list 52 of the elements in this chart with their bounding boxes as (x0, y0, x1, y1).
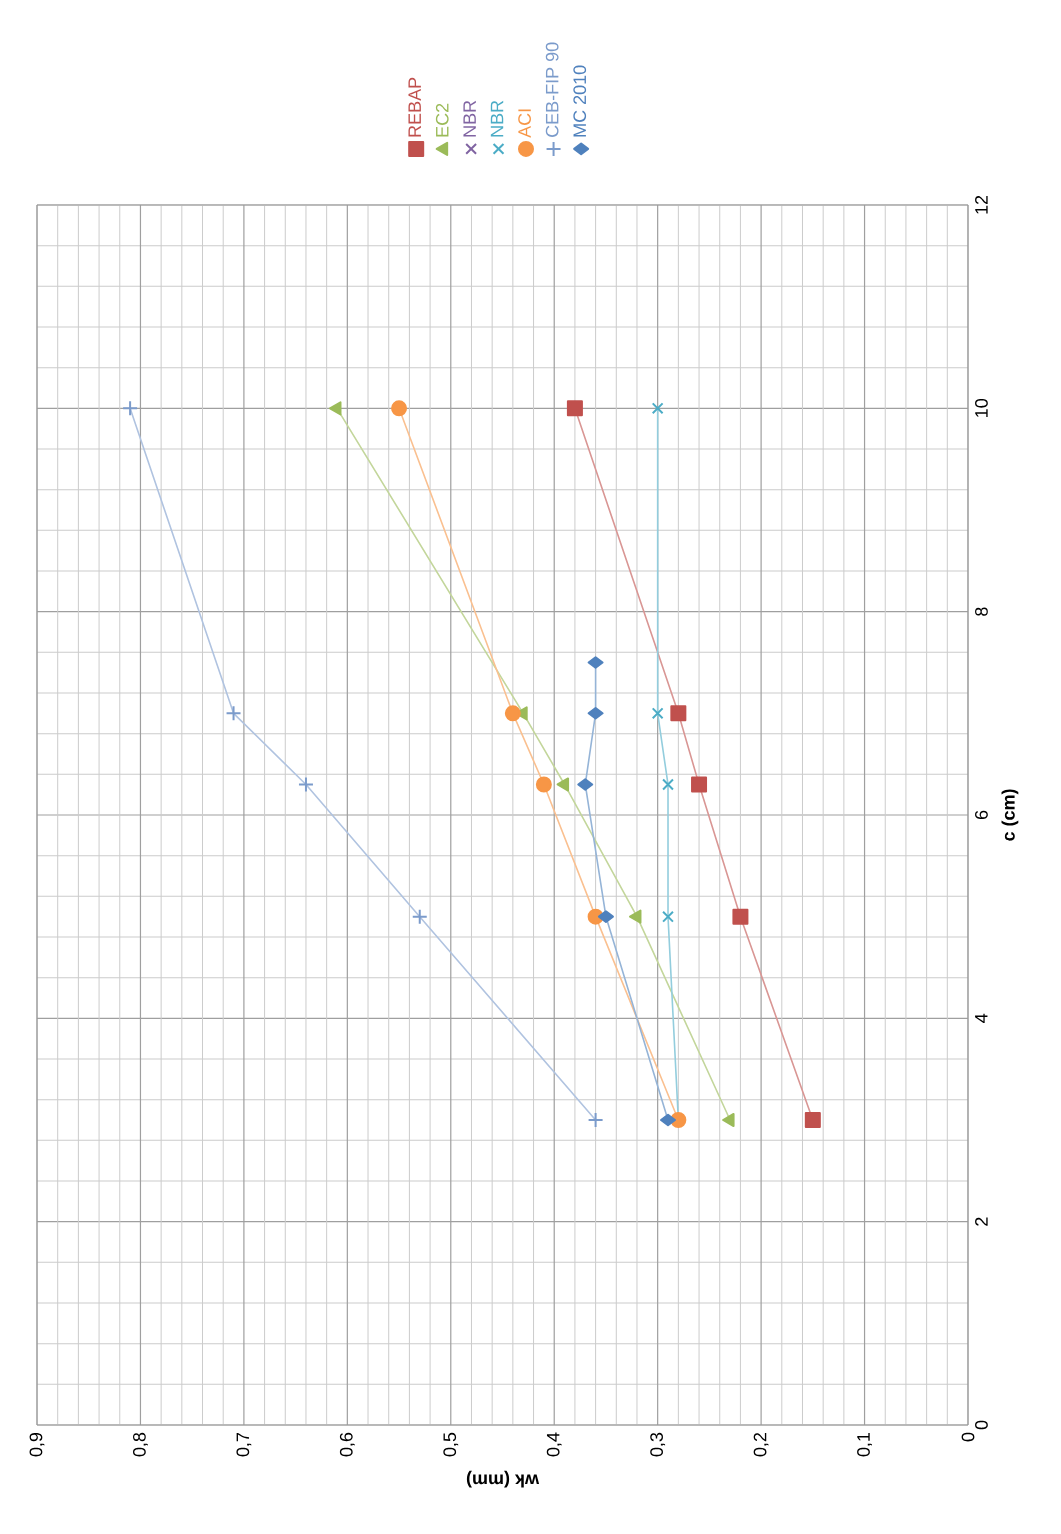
point (662, 910, 674, 923)
point (651, 402, 664, 415)
x-tick-label: 0,8 (133, 1432, 148, 1457)
y-tick-label: 8 (975, 607, 988, 616)
point (556, 777, 570, 792)
text: CEB-FIP 90 (545, 42, 559, 137)
point (628, 909, 642, 924)
point (391, 400, 408, 417)
point (804, 1111, 821, 1128)
point (587, 656, 604, 669)
point (411, 908, 428, 925)
point (597, 910, 614, 923)
point (535, 776, 552, 793)
legend-label: NBR (463, 100, 476, 137)
point (328, 401, 342, 416)
text: ACI (518, 109, 531, 138)
x-tick-label: 0,1 (857, 1432, 872, 1457)
y-tick-label: 2 (975, 1217, 988, 1226)
point (587, 707, 604, 720)
text: MC 2010 (573, 65, 587, 137)
y-axis-title: c (cm) (1001, 789, 1019, 841)
y-tick-label: 10 (975, 399, 988, 417)
text: EC2 (435, 103, 449, 137)
point (225, 705, 242, 722)
point (732, 908, 749, 925)
point (662, 778, 674, 791)
x-tick-label: 0,6 (339, 1432, 355, 1457)
y-tick-label: 6 (975, 810, 988, 820)
y-tick-label: 0 (975, 1420, 988, 1430)
text: NBR (490, 100, 504, 137)
x-tick-label: 0,7 (236, 1432, 252, 1457)
point (297, 776, 314, 793)
point (660, 1113, 677, 1127)
point (722, 1112, 735, 1128)
y-tick-label: 4 (975, 1013, 988, 1023)
x-tick-label: 0,9 (29, 1432, 45, 1457)
x-tick-label: 0 (961, 1432, 975, 1442)
point (670, 705, 687, 722)
text: REBAP (408, 77, 421, 137)
point (122, 400, 139, 417)
point (566, 400, 583, 417)
x-tick-label: 0,2 (753, 1432, 769, 1457)
y-tick-label: 12 (975, 195, 988, 214)
point (504, 705, 521, 722)
point (691, 776, 708, 793)
point (577, 778, 594, 791)
x-tick-label: 0,4 (546, 1432, 562, 1457)
point (587, 1111, 604, 1128)
x-axis-title: wk (mm) (466, 1470, 540, 1488)
point (651, 707, 664, 720)
x-tick-label: 0,3 (650, 1432, 666, 1457)
x-tick-label: 0,5 (443, 1432, 459, 1457)
